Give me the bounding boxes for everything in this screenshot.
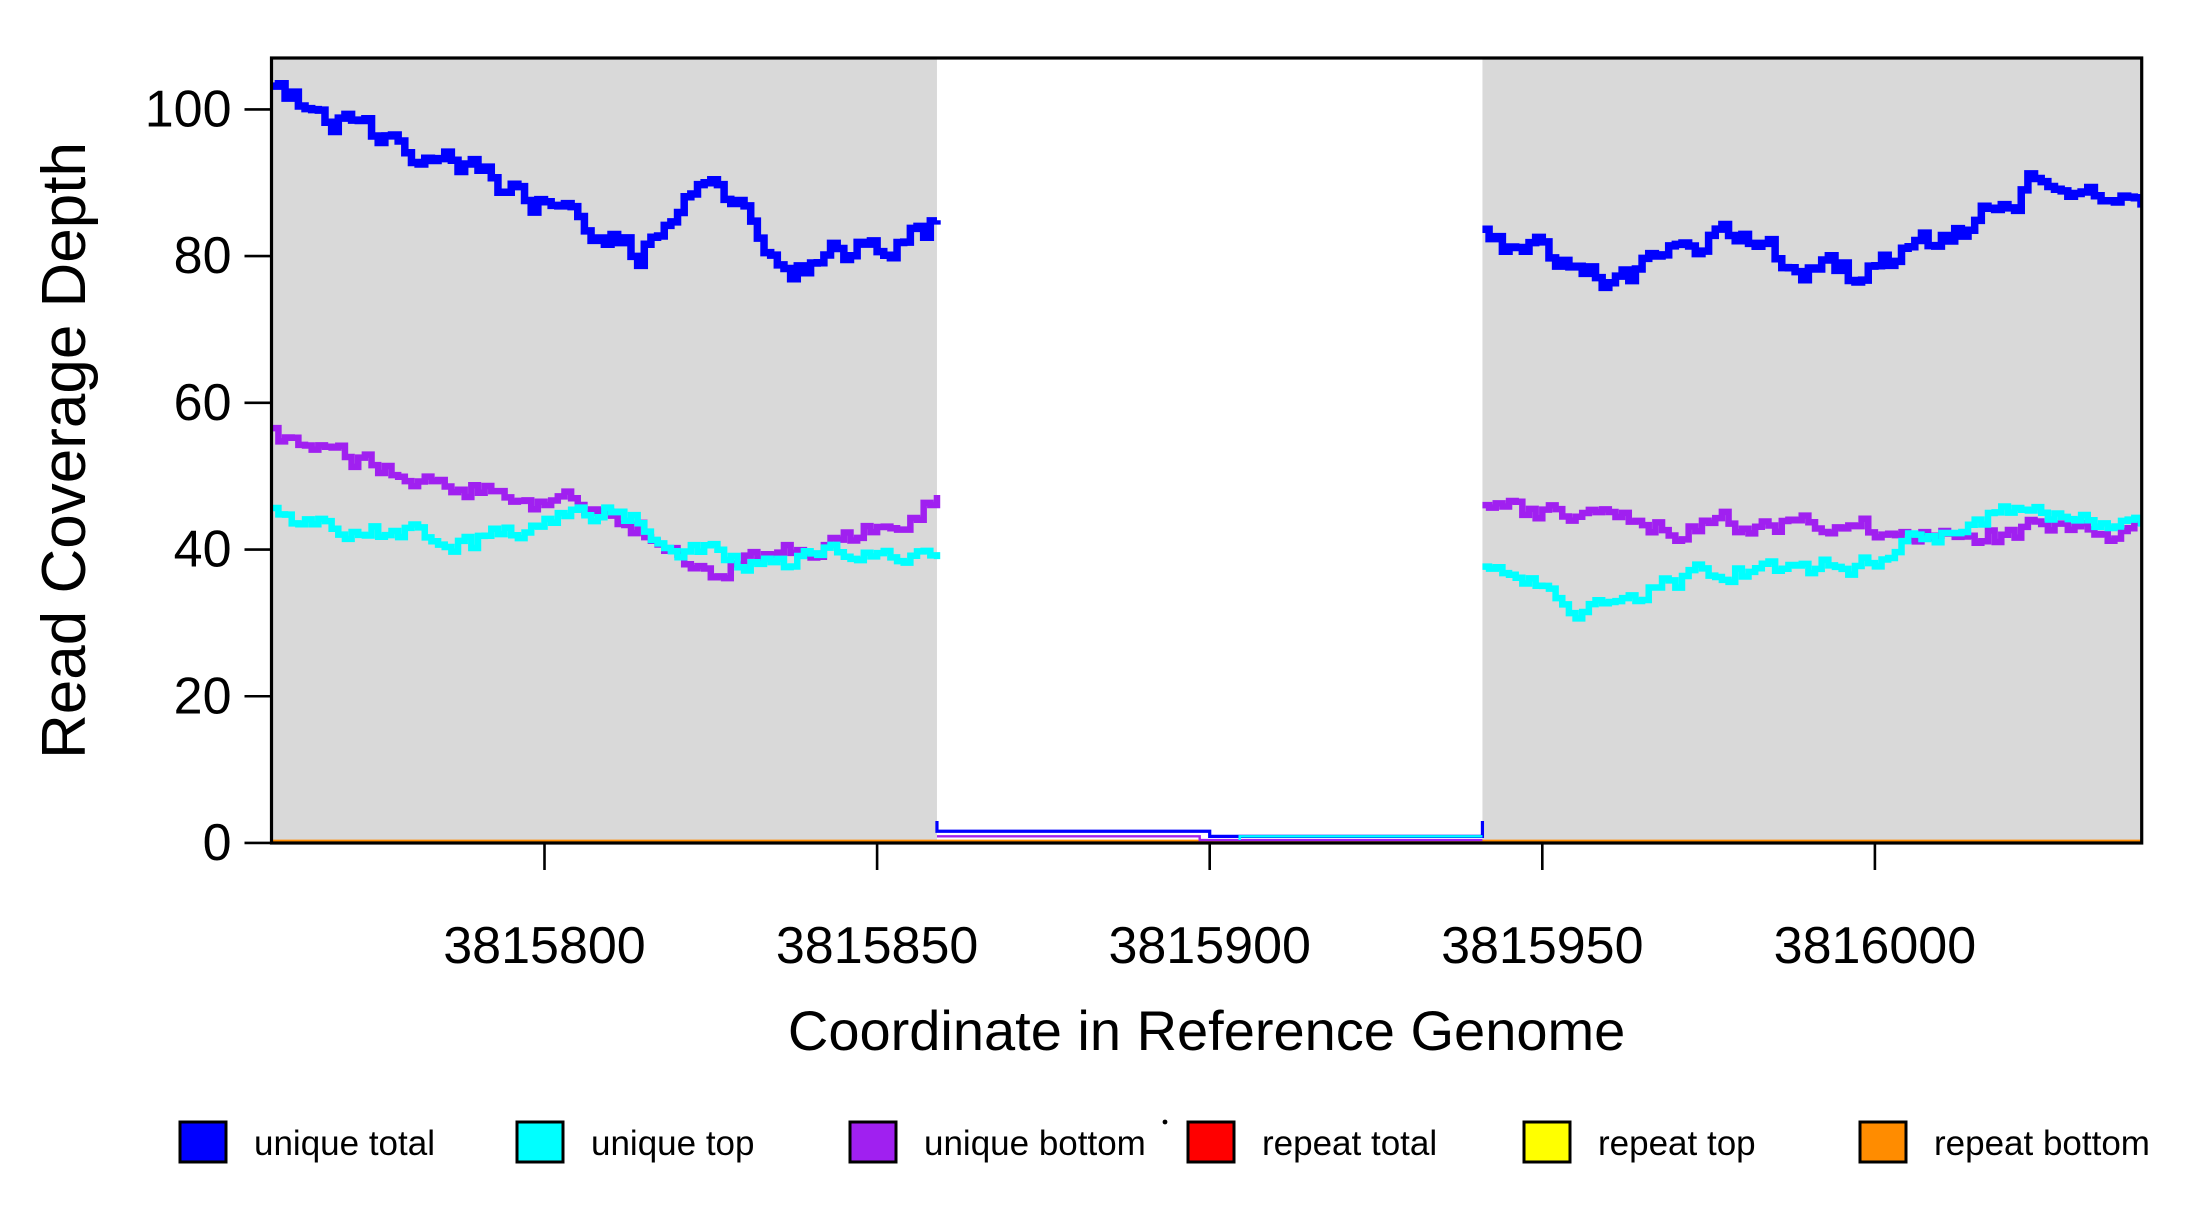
svg-text:3815950: 3815950 xyxy=(1441,917,1643,975)
svg-text:3815900: 3815900 xyxy=(1108,917,1310,975)
svg-text:Coordinate in Reference Genome: Coordinate in Reference Genome xyxy=(788,999,1625,1062)
svg-text:3815800: 3815800 xyxy=(443,917,645,975)
svg-text:3816000: 3816000 xyxy=(1774,917,1976,975)
svg-text:repeat bottom: repeat bottom xyxy=(1934,1124,2150,1163)
svg-text:unique total: unique total xyxy=(254,1124,435,1163)
svg-text:repeat total: repeat total xyxy=(1262,1124,1437,1163)
svg-text:40: 40 xyxy=(174,521,232,579)
svg-text:repeat top: repeat top xyxy=(1598,1124,1756,1163)
svg-text:20: 20 xyxy=(174,667,232,725)
svg-text:unique top: unique top xyxy=(591,1124,754,1163)
svg-text:0: 0 xyxy=(203,814,232,872)
svg-text:Read Coverage Depth: Read Coverage Depth xyxy=(30,142,99,759)
svg-text:3815850: 3815850 xyxy=(776,917,978,975)
svg-text:unique bottom: unique bottom xyxy=(924,1124,1146,1163)
svg-text:60: 60 xyxy=(174,374,232,432)
svg-text:80: 80 xyxy=(174,227,232,285)
svg-text:100: 100 xyxy=(145,80,232,138)
